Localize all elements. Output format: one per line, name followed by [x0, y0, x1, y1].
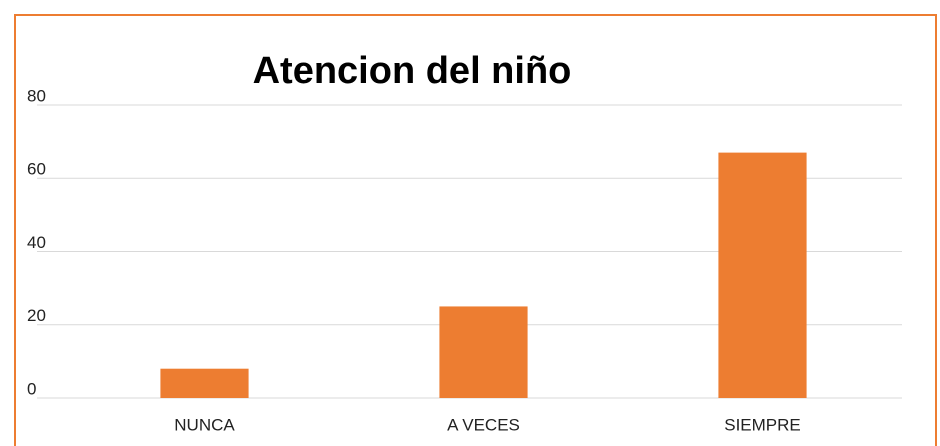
bar: [718, 152, 807, 398]
y-tick-label: 80: [27, 86, 46, 105]
y-tick-label: 20: [27, 306, 46, 325]
x-tick-label: A VECES: [447, 415, 520, 434]
chart-title: Atencion del niño: [253, 50, 572, 92]
x-tick-label: SIEMPRE: [724, 415, 801, 434]
bar: [439, 306, 528, 398]
x-tick-label: NUNCA: [174, 415, 235, 434]
y-tick-label: 0: [27, 379, 36, 398]
bar: [160, 368, 249, 398]
y-tick-label: 40: [27, 233, 46, 252]
y-tick-label: 60: [27, 160, 46, 179]
